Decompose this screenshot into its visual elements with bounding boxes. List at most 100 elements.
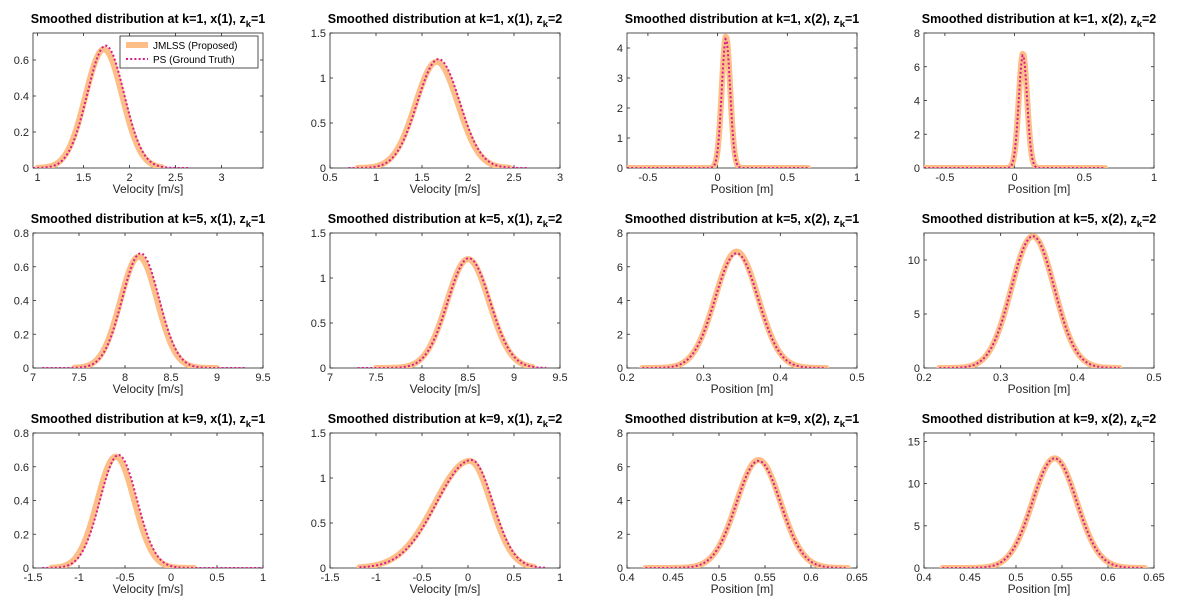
- subplot-4: Smoothed distribution at k=1, x(2), zk=2…: [914, 12, 1157, 196]
- y-tick-label: 0.8: [14, 228, 29, 240]
- subplot-10: Smoothed distribution at k=9, x(1), zk=2…: [311, 412, 563, 596]
- y-tick-label: 1.5: [311, 428, 326, 440]
- x-tick-label: 0.4: [773, 372, 788, 384]
- y-tick-label: 0.5: [311, 318, 326, 330]
- x-tick-label: 0: [1012, 172, 1018, 184]
- y-tick-label: 4: [617, 496, 623, 508]
- subplot-5: Smoothed distribution at k=5, x(1), zk=1…: [14, 212, 271, 396]
- y-tick-label: 1: [320, 473, 326, 485]
- x-tick-label: 0.65: [846, 572, 867, 584]
- subplot-11: Smoothed distribution at k=9, x(2), zk=1…: [617, 412, 868, 596]
- subplot-title: Smoothed distribution at k=1, x(1), zk=2: [328, 12, 563, 30]
- x-tick-label: 0: [715, 172, 721, 184]
- x-tick-label: 0.6: [803, 572, 818, 584]
- y-tick-label: 0.5: [311, 518, 326, 530]
- y-tick-label: 0: [23, 563, 29, 575]
- y-tick-label: 2: [914, 129, 920, 141]
- x-tick-label: 8.5: [163, 372, 178, 384]
- series-ps-line: [42, 252, 245, 368]
- subplot-title: Smoothed distribution at k=5, x(2), zk=2: [922, 212, 1157, 230]
- x-tick-label: 9.5: [255, 372, 270, 384]
- x-tick-label: 0.2: [916, 372, 931, 384]
- x-axis-label: Position [m]: [1008, 582, 1071, 596]
- y-tick-label: 8: [914, 28, 920, 40]
- y-tick-label: 0.4: [14, 496, 29, 508]
- x-tick-label: 7: [30, 372, 36, 384]
- y-tick-label: 1: [320, 73, 326, 85]
- x-tick-label: 2: [465, 172, 471, 184]
- x-tick-label: 7: [327, 372, 333, 384]
- axes-box: [329, 432, 561, 569]
- y-tick-label: 4: [617, 43, 623, 55]
- x-axis-label: Position [m]: [1008, 182, 1071, 196]
- x-tick-label: -0.5: [638, 172, 657, 184]
- x-tick-label: 0.55: [754, 572, 775, 584]
- legend-box: [119, 35, 259, 69]
- subplot-6: Smoothed distribution at k=5, x(1), zk=2…: [311, 212, 568, 396]
- y-tick-label: 0.5: [311, 118, 326, 130]
- x-tick-label: 0.5: [711, 572, 726, 584]
- y-tick-label: 0.2: [14, 127, 29, 139]
- x-tick-label: 0.3: [696, 372, 711, 384]
- axes-box: [626, 32, 858, 169]
- x-tick-label: -1: [74, 572, 84, 584]
- y-tick-label: 0: [617, 563, 623, 575]
- x-tick-label: 9: [511, 372, 517, 384]
- x-axis-label: Velocity [m/s]: [113, 382, 184, 396]
- x-tick-label: 7.5: [71, 372, 86, 384]
- x-tick-label: 0.55: [1051, 572, 1072, 584]
- subplot-title: Smoothed distribution at k=9, x(1), zk=2: [328, 412, 563, 430]
- x-tick-label: 0.4: [916, 572, 931, 584]
- y-tick-label: 1.5: [311, 28, 326, 40]
- subplot-title: Smoothed distribution at k=9, x(2), zk=1: [625, 412, 860, 430]
- x-tick-label: 9.5: [552, 372, 567, 384]
- y-tick-label: 5: [914, 521, 920, 533]
- x-tick-label: 8: [419, 372, 425, 384]
- x-tick-label: 0.3: [993, 372, 1008, 384]
- x-tick-label: 1: [557, 572, 563, 584]
- x-axis-label: Position [m]: [711, 182, 774, 196]
- y-tick-label: 0.2: [14, 329, 29, 341]
- x-tick-label: 0.45: [662, 572, 683, 584]
- x-tick-label: 9: [214, 372, 220, 384]
- y-tick-label: 5: [914, 309, 920, 321]
- x-tick-label: 1: [373, 172, 379, 184]
- x-tick-label: 0.5: [1077, 172, 1092, 184]
- x-tick-label: 0.2: [619, 372, 634, 384]
- x-axis-label: Velocity [m/s]: [113, 582, 184, 596]
- series-ps-line: [359, 458, 547, 568]
- x-axis-label: Velocity [m/s]: [410, 382, 481, 396]
- x-tick-label: -0.5: [413, 572, 432, 584]
- y-tick-label: 0: [320, 163, 326, 175]
- series-jmlss-line: [627, 33, 812, 168]
- y-tick-label: 0.4: [14, 296, 29, 308]
- y-tick-label: 0: [617, 363, 623, 375]
- x-tick-label: 0.45: [959, 572, 980, 584]
- x-tick-label: -0.5: [935, 172, 954, 184]
- x-tick-label: 2: [127, 172, 133, 184]
- x-tick-label: 8: [122, 372, 128, 384]
- y-tick-label: 6: [617, 262, 623, 274]
- subplot-title: Smoothed distribution at k=1, x(1), zk=1: [31, 12, 266, 30]
- subplot-8: Smoothed distribution at k=5, x(2), zk=2…: [908, 212, 1162, 396]
- subplot-7: Smoothed distribution at k=5, x(2), zk=1…: [617, 212, 865, 396]
- y-tick-label: 0: [914, 163, 920, 175]
- axes-box: [923, 232, 1155, 369]
- subplot-2: Smoothed distribution at k=1, x(1), zk=2…: [311, 12, 563, 196]
- x-axis-label: Velocity [m/s]: [410, 182, 481, 196]
- y-tick-label: 1.5: [311, 228, 326, 240]
- x-tick-label: -1.5: [321, 572, 340, 584]
- axes-box: [32, 232, 264, 369]
- y-tick-label: 3: [617, 73, 623, 85]
- y-tick-label: 0.2: [14, 529, 29, 541]
- subplot-title: Smoothed distribution at k=1, x(2), zk=1: [625, 12, 860, 30]
- axes-box: [923, 432, 1155, 569]
- y-tick-label: 4: [914, 96, 920, 108]
- series-ps-line: [939, 235, 1120, 368]
- y-tick-label: 10: [908, 255, 920, 267]
- subplot-3: Smoothed distribution at k=1, x(2), zk=1…: [617, 12, 860, 196]
- x-tick-label: 1: [260, 572, 266, 584]
- subplot-title: Smoothed distribution at k=5, x(1), zk=2: [328, 212, 563, 230]
- y-tick-label: 0.8: [14, 428, 29, 440]
- x-tick-label: 0: [168, 572, 174, 584]
